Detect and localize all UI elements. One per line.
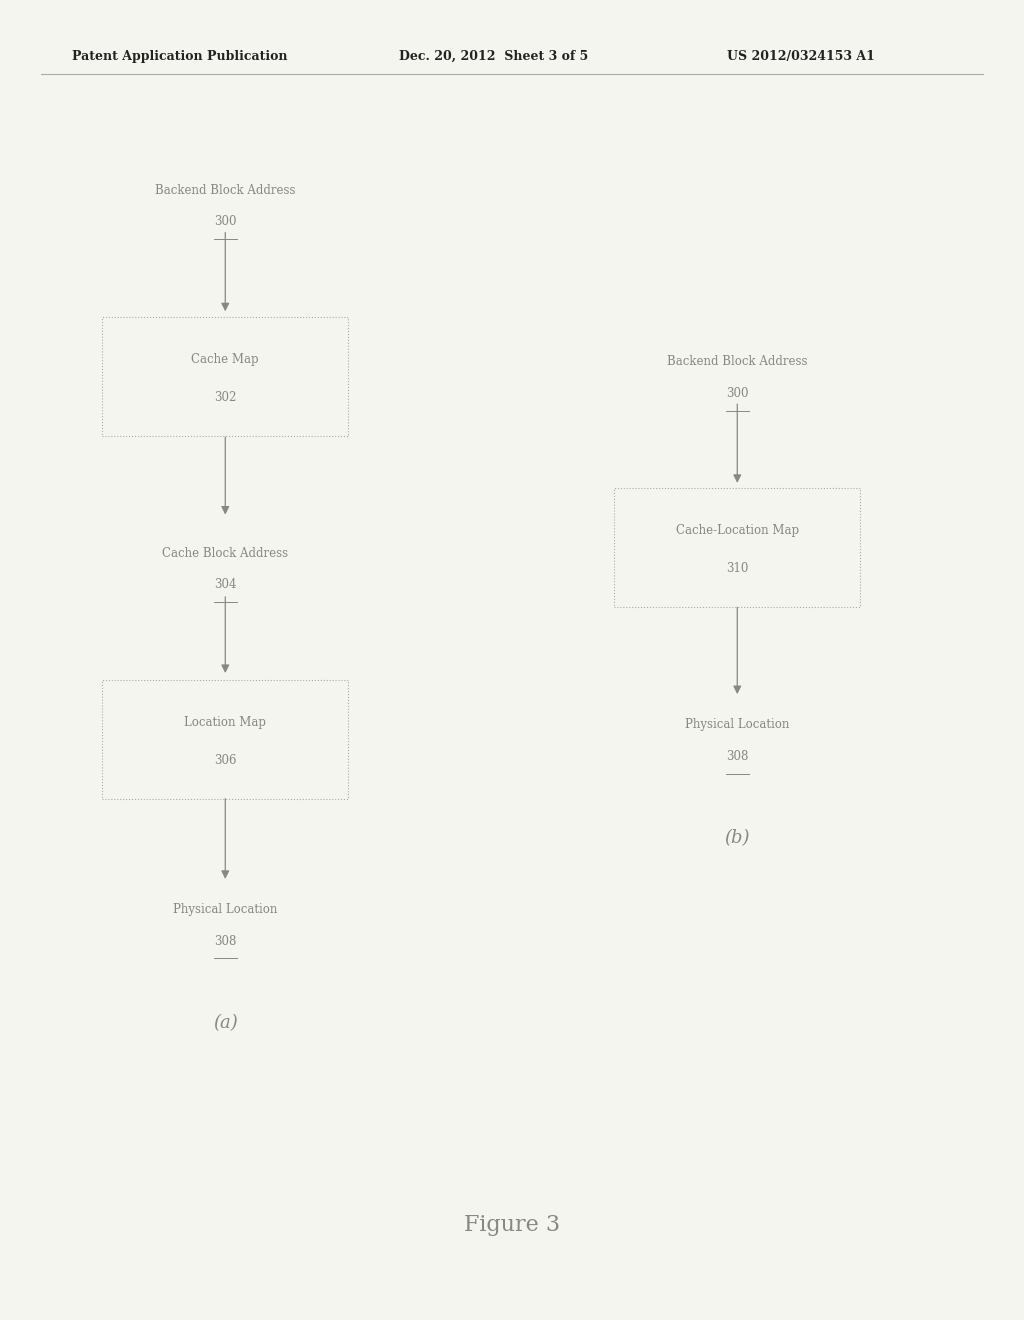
Text: Backend Block Address: Backend Block Address — [155, 183, 296, 197]
Text: Figure 3: Figure 3 — [464, 1214, 560, 1236]
Text: (b): (b) — [725, 829, 750, 847]
Text: Cache-Location Map: Cache-Location Map — [676, 524, 799, 537]
FancyBboxPatch shape — [614, 488, 860, 607]
Text: 308: 308 — [214, 935, 237, 948]
Text: Cache Block Address: Cache Block Address — [162, 546, 289, 560]
Text: 308: 308 — [726, 750, 749, 763]
Text: 306: 306 — [214, 754, 237, 767]
Text: Physical Location: Physical Location — [685, 718, 790, 731]
Text: 304: 304 — [214, 578, 237, 591]
Text: 302: 302 — [214, 391, 237, 404]
Text: 300: 300 — [214, 215, 237, 228]
Text: Backend Block Address: Backend Block Address — [667, 355, 808, 368]
Text: Location Map: Location Map — [184, 715, 266, 729]
FancyBboxPatch shape — [102, 680, 348, 799]
Text: US 2012/0324153 A1: US 2012/0324153 A1 — [727, 50, 874, 63]
Text: Cache Map: Cache Map — [191, 352, 259, 366]
Text: Physical Location: Physical Location — [173, 903, 278, 916]
FancyBboxPatch shape — [102, 317, 348, 436]
Text: Dec. 20, 2012  Sheet 3 of 5: Dec. 20, 2012 Sheet 3 of 5 — [399, 50, 589, 63]
Text: 300: 300 — [726, 387, 749, 400]
Text: Patent Application Publication: Patent Application Publication — [72, 50, 287, 63]
Text: (a): (a) — [213, 1014, 238, 1032]
Text: 310: 310 — [726, 562, 749, 576]
